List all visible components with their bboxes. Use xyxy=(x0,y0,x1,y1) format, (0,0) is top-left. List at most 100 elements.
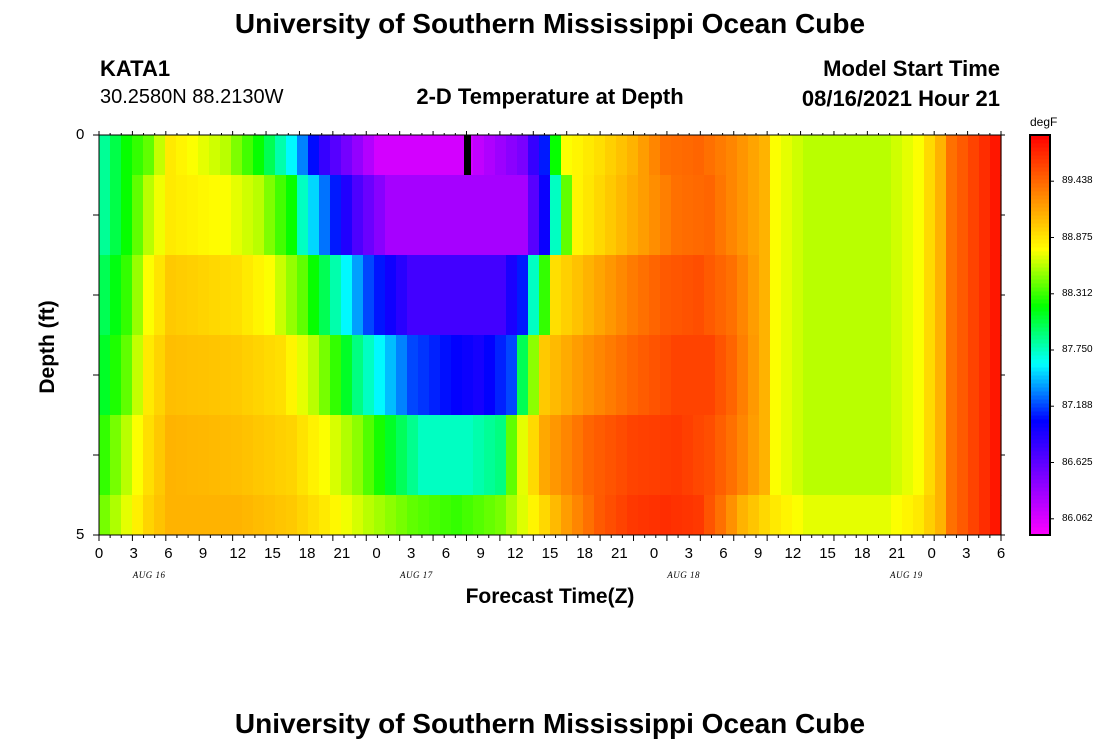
heatmap-cell xyxy=(715,135,727,176)
heatmap-cell xyxy=(319,255,331,336)
heatmap-cell xyxy=(825,495,837,536)
plot-frame xyxy=(98,134,1002,536)
heatmap-cell xyxy=(242,415,254,496)
colorbar-swatch xyxy=(1030,435,1050,440)
heatmap-cell xyxy=(891,335,903,416)
footer-title: University of Southern Mississippi Ocean… xyxy=(234,708,866,739)
heatmap-cell xyxy=(968,415,980,496)
heatmap-cell xyxy=(902,135,914,176)
heatmap-cell xyxy=(858,135,870,176)
heatmap-cell xyxy=(187,135,199,176)
heatmap-cell xyxy=(143,135,155,176)
heatmap-cell xyxy=(99,255,111,336)
heatmap-cell xyxy=(913,415,925,496)
colorbar-swatch xyxy=(1030,351,1050,356)
heatmap-cell xyxy=(418,175,430,256)
heatmap-cell xyxy=(539,135,551,176)
heatmap-cell xyxy=(440,175,452,256)
heatmap-cell xyxy=(220,495,232,536)
colorbar-swatch xyxy=(1030,143,1050,148)
heatmap-cell xyxy=(539,255,551,336)
colorbar-swatch xyxy=(1030,251,1050,256)
heatmap-cell xyxy=(506,255,518,336)
heatmap-cell xyxy=(495,255,507,336)
heatmap-cell xyxy=(792,495,804,536)
heatmap-cell xyxy=(902,255,914,336)
heatmap-cell xyxy=(583,335,595,416)
colorbar-swatch xyxy=(1030,443,1050,448)
x-tick-label: 21 xyxy=(611,545,628,562)
heatmap-cell xyxy=(550,415,562,496)
heatmap-cell xyxy=(473,335,485,416)
heatmap-cell xyxy=(473,495,485,536)
heatmap-cell xyxy=(814,255,826,336)
heatmap-cell xyxy=(704,255,716,336)
heatmap-cell xyxy=(187,255,199,336)
heatmap-cell xyxy=(935,255,947,336)
heatmap-cell xyxy=(187,495,199,536)
heatmap-cell xyxy=(693,175,705,256)
heatmap-cell xyxy=(132,415,144,496)
colorbar-swatch xyxy=(1030,395,1050,400)
heatmap-cell xyxy=(143,175,155,256)
colorbar-swatch xyxy=(1030,275,1050,280)
heatmap-cell xyxy=(220,415,232,496)
x-tick-label: 6 xyxy=(441,545,451,562)
heatmap-cell xyxy=(671,135,683,176)
heatmap-cell xyxy=(484,175,496,256)
heatmap-cell xyxy=(704,135,716,176)
x-tick-label: 15 xyxy=(541,545,559,562)
heatmap-cell xyxy=(451,255,463,336)
current-time-marker xyxy=(464,135,471,175)
heatmap-cell xyxy=(484,135,496,176)
heatmap-cell xyxy=(451,175,463,256)
heatmap-cell xyxy=(374,255,386,336)
heatmap-cell xyxy=(231,135,243,176)
heatmap-cell xyxy=(517,415,529,496)
x-tick-label: 0 xyxy=(649,545,659,562)
colorbar-swatch xyxy=(1030,163,1050,168)
heatmap-cell xyxy=(869,175,881,256)
heatmap-cell xyxy=(407,175,419,256)
heatmap-cell xyxy=(968,175,980,256)
colorbar-swatch xyxy=(1030,463,1050,468)
heatmap-cell xyxy=(924,495,936,536)
colorbar-swatch xyxy=(1030,419,1050,424)
heatmap-cell xyxy=(693,495,705,536)
colorbar-swatch xyxy=(1030,335,1050,340)
heatmap-cell xyxy=(748,335,760,416)
x-tick-label: 3 xyxy=(129,545,138,562)
colorbar-swatch xyxy=(1030,459,1050,464)
heatmap-cell xyxy=(572,495,584,536)
heatmap-cell xyxy=(550,495,562,536)
heatmap-cell xyxy=(286,415,298,496)
colorbar-swatch xyxy=(1030,347,1050,352)
colorbar-tick-label: 86.625 xyxy=(1062,456,1093,468)
heatmap-cell xyxy=(924,135,936,176)
heatmap-cell xyxy=(583,415,595,496)
heatmap-cell xyxy=(858,415,870,496)
heatmap-cell xyxy=(99,135,111,176)
x-axis xyxy=(98,131,1002,541)
colorbar-swatch xyxy=(1030,259,1050,264)
heatmap-cell xyxy=(715,255,727,336)
heatmap-cell xyxy=(374,495,386,536)
heatmap-cell xyxy=(946,255,958,336)
heatmap-cell xyxy=(429,175,441,256)
heatmap-cell xyxy=(902,335,914,416)
heatmap-cell xyxy=(308,335,320,416)
heatmap-cell xyxy=(429,335,441,416)
heatmap-cell xyxy=(946,175,958,256)
heatmap-cell xyxy=(99,495,111,536)
heatmap-cell xyxy=(121,175,133,256)
heatmap-cell xyxy=(594,415,606,496)
heatmap-cell xyxy=(484,415,496,496)
heatmap-cell xyxy=(770,255,782,336)
page-title: University of Southern Mississippi Ocean… xyxy=(234,8,866,39)
heatmap-cell xyxy=(385,495,397,536)
heatmap-cell xyxy=(242,335,254,416)
heatmap-cell xyxy=(385,135,397,176)
heatmap-cell xyxy=(990,495,1002,536)
heatmap-cell xyxy=(704,335,716,416)
heatmap-cell xyxy=(858,175,870,256)
